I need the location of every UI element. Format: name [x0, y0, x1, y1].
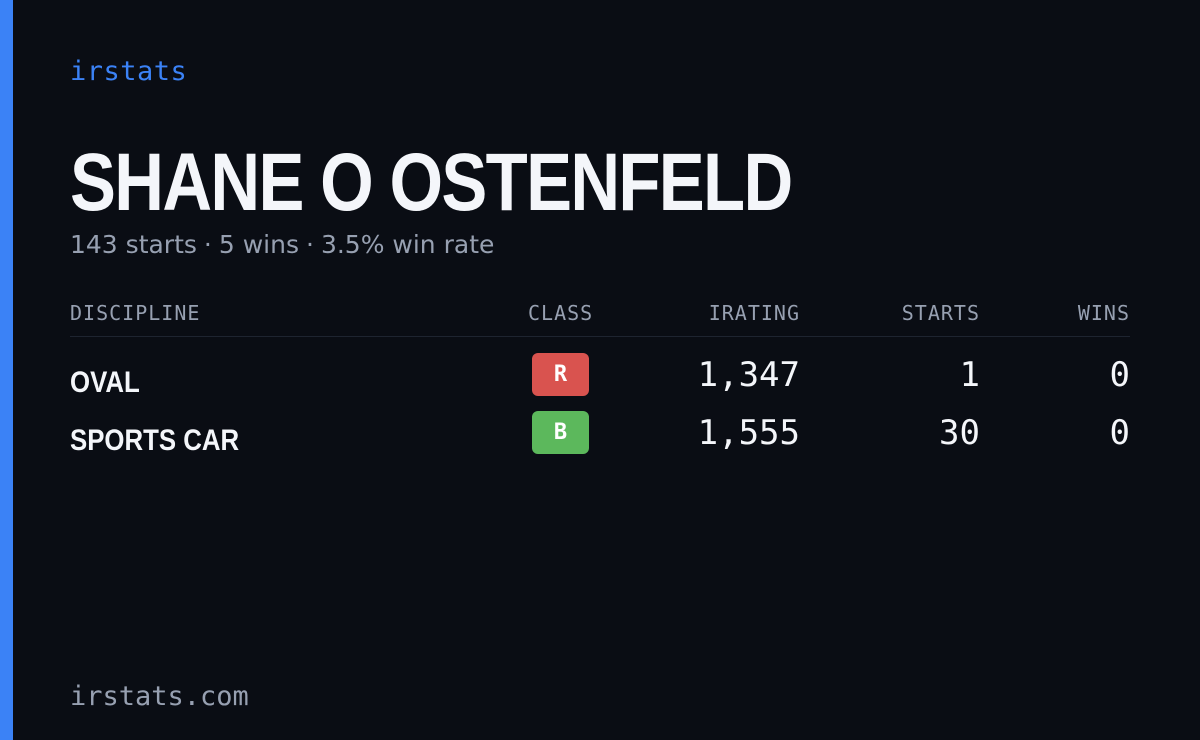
table-header-row: DISCIPLINE CLASS IRATING STARTS WINS: [70, 296, 1130, 337]
starts-value: 1: [959, 355, 980, 395]
summary-win-rate: 3.5% win rate: [320, 230, 495, 259]
table-row: SPORTS CAR B 1,555 30 0: [70, 411, 1130, 469]
stats-table: DISCIPLINE CLASS IRATING STARTS WINS OVA…: [70, 296, 1130, 469]
summary-wins: 5 wins: [218, 230, 299, 259]
license-class-badge: R: [532, 353, 589, 396]
wins-value: 0: [1109, 413, 1130, 453]
driver-name: SHANE O OSTENFELD: [70, 137, 793, 228]
header-starts: STARTS: [901, 301, 980, 325]
discipline-name: OVAL: [70, 366, 140, 399]
irating-value: 1,555: [697, 413, 800, 453]
header-class: CLASS: [528, 301, 594, 325]
header-discipline: DISCIPLINE: [70, 301, 201, 325]
starts-value: 30: [939, 413, 980, 453]
accent-bar: [0, 0, 13, 740]
table-body: OVAL R 1,347 1 0 SPORTS CAR B 1,555 30 0: [70, 353, 1130, 469]
header-wins: WINS: [1077, 301, 1130, 325]
wins-value: 0: [1109, 355, 1130, 395]
summary-separator: ·: [203, 230, 212, 259]
driver-summary: 143 starts · 5 wins · 3.5% win rate: [70, 228, 494, 262]
summary-starts: 143 starts: [70, 230, 197, 259]
footer-domain: irstats.com: [70, 681, 249, 712]
header-irating: IRATING: [708, 301, 800, 325]
discipline-name: SPORTS CAR: [70, 424, 240, 457]
irating-value: 1,347: [697, 355, 800, 395]
license-class-badge: B: [532, 411, 589, 454]
brand-logo-text: irstats: [70, 56, 188, 87]
summary-separator: ·: [306, 230, 314, 259]
table-row: OVAL R 1,347 1 0: [70, 353, 1130, 411]
